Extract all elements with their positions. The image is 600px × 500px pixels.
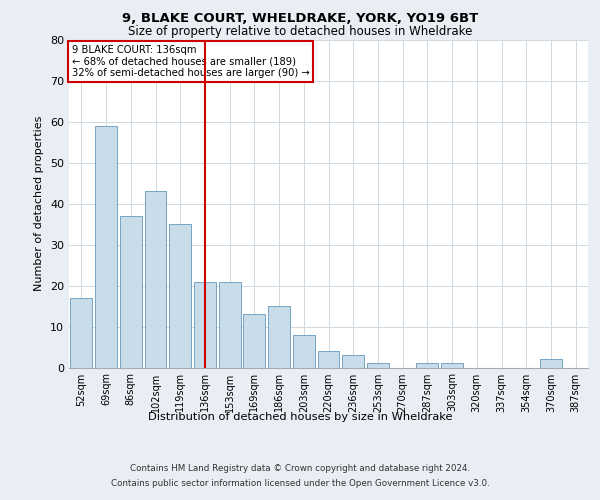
Bar xyxy=(70,298,92,368)
Text: Distribution of detached houses by size in Wheldrake: Distribution of detached houses by size … xyxy=(148,412,452,422)
Bar xyxy=(416,364,438,368)
Bar xyxy=(169,224,191,368)
Bar xyxy=(293,335,314,368)
Text: Contains public sector information licensed under the Open Government Licence v3: Contains public sector information licen… xyxy=(110,478,490,488)
Text: Contains HM Land Registry data © Crown copyright and database right 2024.: Contains HM Land Registry data © Crown c… xyxy=(130,464,470,473)
Bar xyxy=(268,306,290,368)
Bar xyxy=(317,351,340,368)
Bar xyxy=(540,360,562,368)
Bar xyxy=(145,192,166,368)
Bar xyxy=(194,282,216,368)
Bar xyxy=(343,355,364,368)
Bar xyxy=(95,126,117,368)
Bar xyxy=(219,282,241,368)
Text: Size of property relative to detached houses in Wheldrake: Size of property relative to detached ho… xyxy=(128,25,472,38)
Bar xyxy=(120,216,142,368)
Text: 9, BLAKE COURT, WHELDRAKE, YORK, YO19 6BT: 9, BLAKE COURT, WHELDRAKE, YORK, YO19 6B… xyxy=(122,12,478,26)
Y-axis label: Number of detached properties: Number of detached properties xyxy=(34,116,44,292)
Bar xyxy=(441,364,463,368)
Bar xyxy=(367,364,389,368)
Text: 9 BLAKE COURT: 136sqm
← 68% of detached houses are smaller (189)
32% of semi-det: 9 BLAKE COURT: 136sqm ← 68% of detached … xyxy=(71,45,310,78)
Bar xyxy=(244,314,265,368)
